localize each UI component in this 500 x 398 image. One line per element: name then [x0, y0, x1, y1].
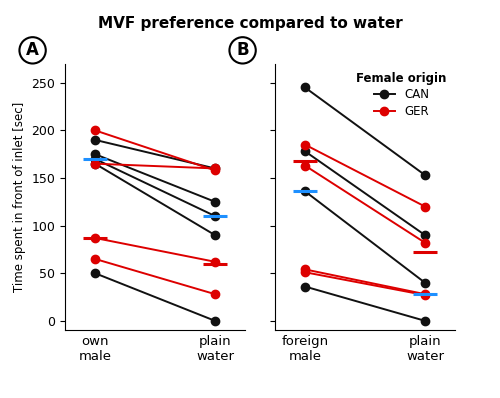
- Text: MVF preference compared to water: MVF preference compared to water: [98, 16, 403, 31]
- Text: B: B: [236, 41, 249, 59]
- Text: A: A: [26, 41, 39, 59]
- Y-axis label: Time spent in front of inlet [sec]: Time spent in front of inlet [sec]: [13, 102, 26, 292]
- Legend: CAN, GER: CAN, GER: [354, 70, 449, 120]
